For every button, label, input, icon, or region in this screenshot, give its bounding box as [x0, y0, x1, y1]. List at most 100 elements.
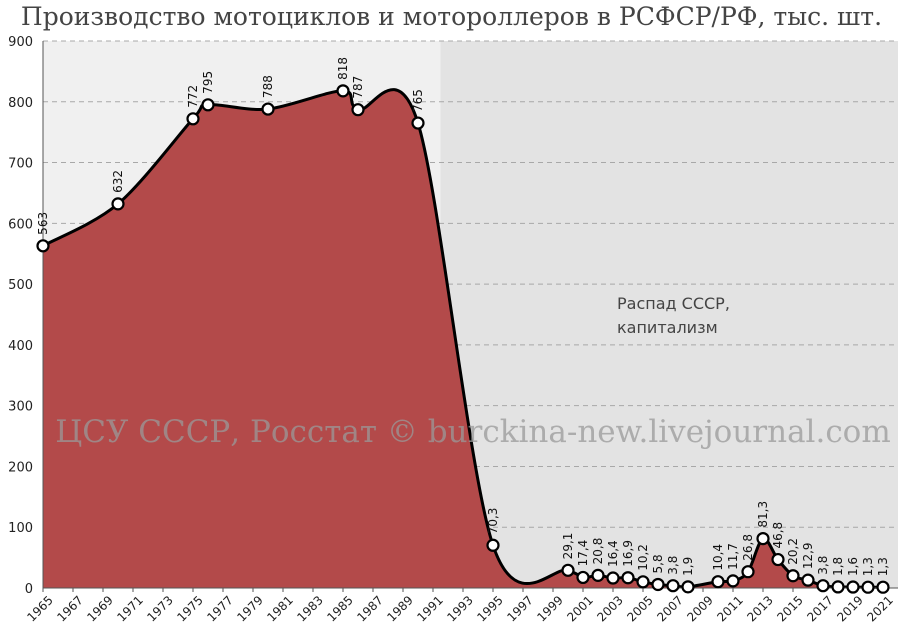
y-tick-label-600: 600	[8, 217, 33, 232]
data-point-1985	[336, 84, 350, 98]
data-label-1986: 787	[351, 76, 365, 99]
data-label-1990: 765	[411, 89, 425, 112]
x-tick-label-2005: 2005	[624, 593, 655, 624]
data-label-2003: 16,4	[606, 540, 620, 567]
chart-title: Производство мотоциклов и мотороллеров в…	[20, 2, 883, 31]
data-label-2019: 1,6	[846, 557, 860, 576]
area-fill	[43, 89, 883, 588]
data-point-2005	[636, 575, 650, 589]
x-tick-label-1979: 1979	[234, 593, 265, 624]
data-label-2002: 20,8	[591, 538, 605, 565]
watermark: ЦСУ СССР, Росстат © burckina-new.livejou…	[55, 414, 891, 450]
x-tick-label-2019: 2019	[834, 593, 865, 624]
x-tick-label-1975: 1975	[174, 593, 205, 624]
data-point-2021	[876, 580, 890, 594]
x-tick-label-2003: 2003	[594, 593, 625, 624]
data-label-2013: 81,3	[756, 501, 770, 528]
x-tick-label-2001: 2001	[564, 593, 595, 624]
data-point-2017	[816, 579, 830, 593]
data-point-2010	[711, 575, 725, 589]
data-point-2008	[681, 580, 695, 594]
data-label-2011: 11,7	[726, 543, 740, 570]
background-region-1	[440, 41, 898, 588]
data-label-2016: 12,9	[801, 542, 815, 569]
data-label-2021: 1,3	[876, 557, 890, 576]
data-point-2000	[561, 563, 575, 577]
x-tick-label-1971: 1971	[114, 593, 145, 624]
data-label-2005: 10,2	[636, 544, 650, 571]
x-tick-label-1999: 1999	[534, 593, 565, 624]
data-label-1985: 818	[336, 57, 350, 80]
x-tick-label-2009: 2009	[684, 593, 715, 624]
x-tick-label-2021: 2021	[864, 593, 895, 624]
data-point-2013	[756, 531, 770, 546]
data-label-2010: 10,4	[711, 544, 725, 571]
x-tick-label-1983: 1983	[294, 593, 325, 624]
data-point-2007	[666, 579, 680, 593]
data-label-2008: 1,9	[681, 557, 695, 576]
data-point-2018	[831, 580, 845, 594]
y-tick-label-200: 200	[8, 460, 33, 475]
y-tick-label-100: 100	[8, 521, 33, 536]
data-label-2018: 1,8	[831, 557, 845, 576]
x-tick-label-1987: 1987	[354, 593, 385, 624]
data-point-1980	[261, 102, 275, 116]
data-label-2006: 5,8	[651, 554, 665, 573]
x-tick-label-1993: 1993	[444, 593, 475, 624]
data-point-2020	[861, 580, 875, 594]
y-tick-label-900: 900	[8, 35, 33, 50]
data-label-2015: 20,2	[786, 538, 800, 565]
x-tick-label-1995: 1995	[474, 593, 505, 624]
x-tick-label-2007: 2007	[654, 593, 685, 624]
data-point-2003	[606, 571, 620, 585]
data-point-1990	[411, 116, 425, 130]
data-label-1965: 563	[36, 212, 50, 235]
data-label-2004: 16,9	[621, 540, 635, 567]
data-point-2011	[726, 574, 740, 588]
data-point-2001	[576, 570, 590, 585]
x-tick-label-1981: 1981	[264, 593, 295, 624]
data-point-2002	[591, 568, 605, 582]
data-label-2012: 26,8	[741, 534, 755, 561]
x-tick-label-1973: 1973	[144, 593, 175, 624]
x-tick-label-2015: 2015	[774, 593, 805, 624]
x-tick-label-1969: 1969	[84, 593, 115, 624]
y-tick-label-500: 500	[8, 278, 33, 293]
x-tick-label-1965: 1965	[24, 593, 55, 624]
y-tick-label-800: 800	[8, 96, 33, 111]
x-tick-label-2017: 2017	[804, 593, 835, 624]
x-tick-label-2011: 2011	[714, 593, 745, 624]
x-tick-label-1967: 1967	[54, 593, 85, 624]
data-label-2020: 1,3	[861, 557, 875, 576]
data-point-1995	[486, 538, 500, 552]
data-label-2001: 17,4	[576, 540, 590, 567]
data-point-1986	[351, 103, 365, 117]
data-label-2014: 46,8	[771, 522, 785, 549]
data-point-2014	[771, 552, 785, 567]
data-label-2017: 3,8	[816, 556, 830, 575]
y-tick-label-700: 700	[8, 157, 33, 172]
data-label-2000: 29,1	[561, 533, 575, 560]
data-point-2004	[621, 571, 635, 585]
data-label-1995: 70,3	[486, 508, 500, 535]
data-point-2012	[741, 565, 755, 579]
data-point-2019	[846, 580, 860, 594]
x-tick-label-1991: 1991	[414, 593, 445, 624]
y-tick-label-300: 300	[8, 400, 33, 415]
region-annotation-line-0: Распад СССР,	[617, 294, 730, 313]
region-annotation-line-1: капитализм	[617, 318, 718, 337]
data-point-2016	[801, 573, 815, 587]
x-tick-label-1977: 1977	[204, 593, 235, 624]
data-label-1980: 788	[261, 75, 275, 98]
data-label-1976: 795	[201, 71, 215, 94]
x-tick-label-1985: 1985	[324, 593, 355, 624]
data-point-1965	[36, 239, 50, 253]
data-label-1970: 632	[111, 170, 125, 193]
x-tick-label-1989: 1989	[384, 593, 415, 624]
data-label-2007: 3,8	[666, 556, 680, 575]
data-point-2006	[651, 577, 665, 592]
data-point-2015	[786, 569, 800, 583]
data-label-1975: 772	[186, 85, 200, 108]
data-point-1975	[186, 112, 200, 126]
